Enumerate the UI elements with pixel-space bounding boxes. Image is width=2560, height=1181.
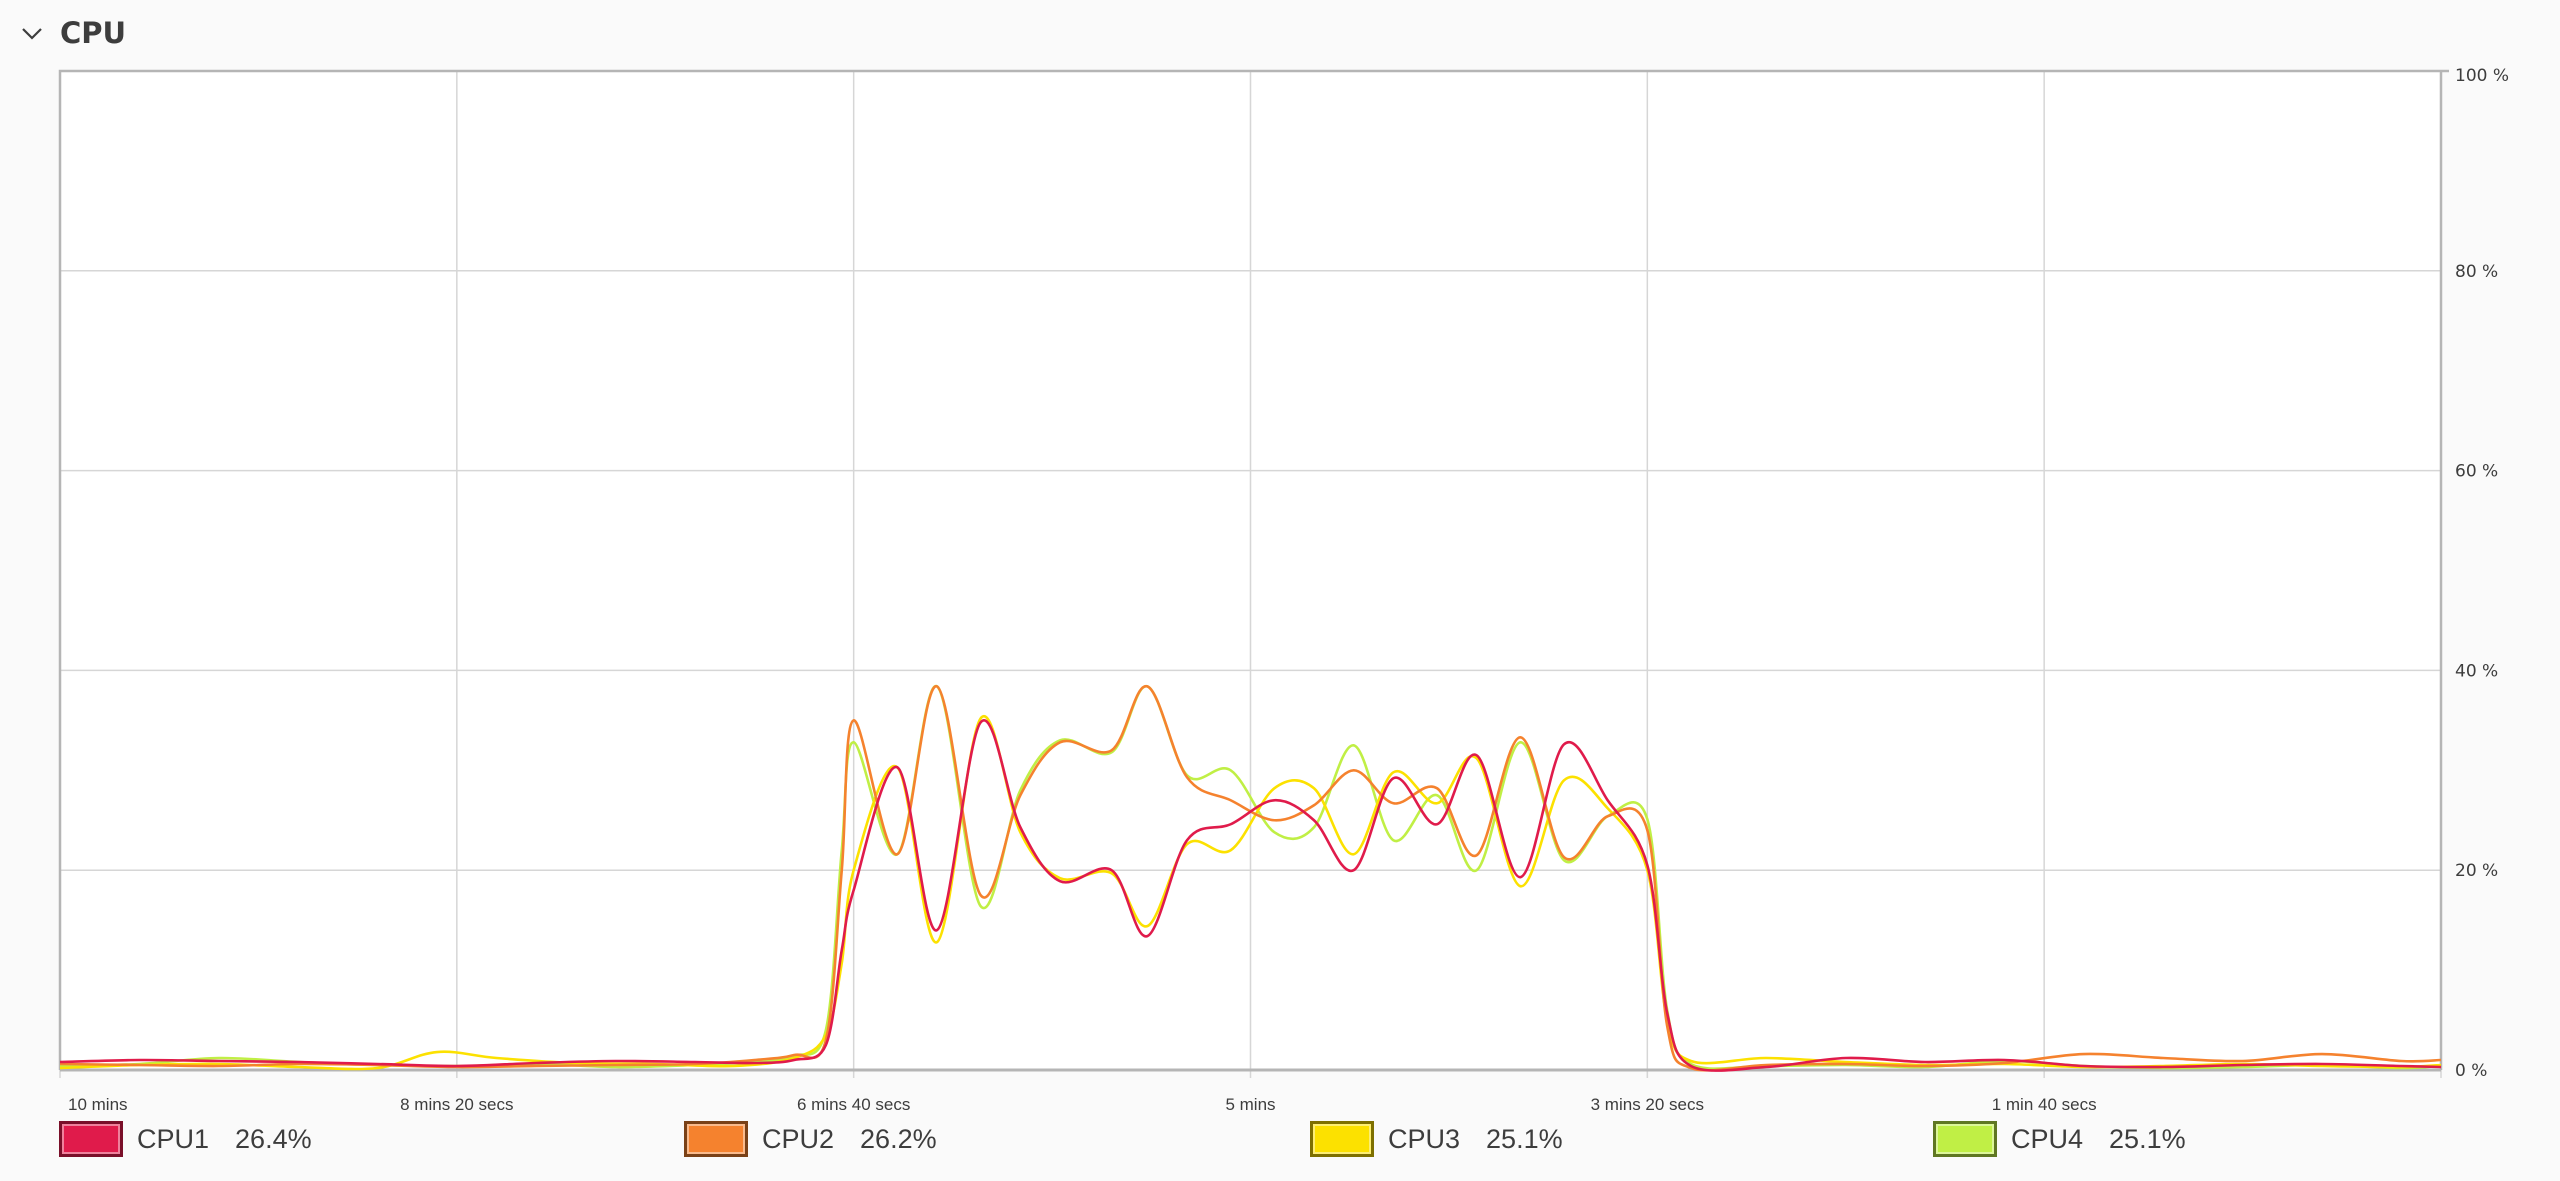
color-swatch[interactable] [59,1121,123,1157]
legend-value: 25.1% [1486,1123,1563,1154]
section-title: CPU [60,16,127,50]
legend-item-cpu1[interactable]: CPU1 26.4% [59,1120,312,1158]
chevron-down-icon[interactable] [18,19,46,47]
y-tick-label: 0 % [2455,1061,2487,1081]
cpu-history-chart: 100 % 80 % 60 % 40 % 20 % 0 % 10 mins 8 mins 20… [58,66,2509,1110]
y-tick-label: 80 % [2455,262,2498,282]
y-tick-label: 100 % [2455,66,2509,86]
cpu-section-header[interactable]: CPU [18,12,126,54]
x-tick-label: 8 mins 20 secs [400,1095,513,1110]
y-tick-label: 60 % [2455,462,2498,482]
x-tick-label: 3 mins 20 secs [1591,1095,1704,1110]
color-swatch[interactable] [684,1121,748,1157]
legend-label: CPU3 [1388,1123,1461,1154]
legend: CPU1 26.4% CPU2 26.2% CPU3 25.1% CPU4 25.1% [0,1120,2560,1160]
x-tick-label: 1 min 40 secs [1992,1095,2097,1110]
plot-border [58,69,2449,1070]
x-tick-label: 5 mins [1225,1095,1275,1110]
legend-item-cpu3[interactable]: CPU3 25.1% [1310,1120,1563,1158]
legend-value: 26.4% [235,1123,312,1154]
series-line-cpu2 [59,685,2442,1072]
y-tick-label: 40 % [2455,661,2498,681]
legend-value: 25.1% [2109,1123,2186,1154]
legend-item-cpu2[interactable]: CPU2 26.2% [684,1120,937,1158]
legend-label: CPU4 [2011,1123,2084,1154]
x-tick-label: 6 mins 40 secs [797,1095,910,1110]
legend-label: CPU1 [137,1123,210,1154]
color-swatch[interactable] [1933,1121,1997,1157]
x-tick-label: 10 mins [68,1095,128,1110]
legend-value: 26.2% [860,1123,937,1154]
y-tick-label: 20 % [2455,861,2498,881]
color-swatch[interactable] [1310,1121,1374,1157]
series-line-cpu1 [59,719,2442,1072]
legend-label: CPU2 [762,1123,835,1154]
legend-item-cpu4[interactable]: CPU4 25.1% [1933,1120,2186,1158]
